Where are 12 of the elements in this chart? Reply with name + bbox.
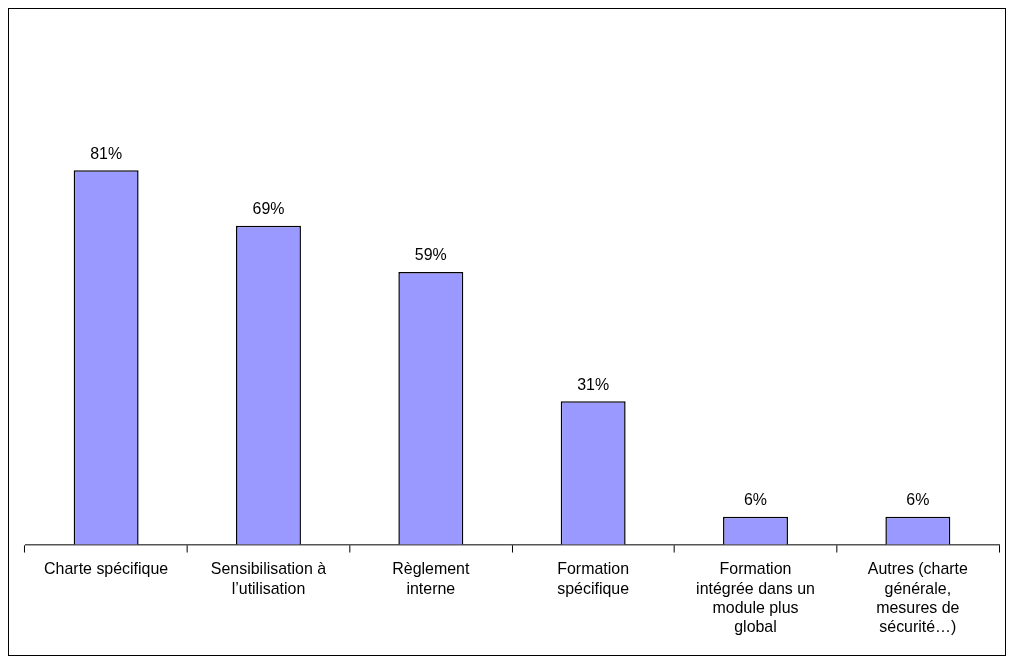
- x-tick-label: Sensibilisation à l’utilisation: [210, 560, 327, 597]
- x-tick-label: Autres (charte générale, mesures de sécurité…): [867, 560, 969, 635]
- x-tick-label: Formation intégrée dans un module plus global: [696, 560, 815, 635]
- data-label: 69%: [252, 200, 285, 218]
- data-label: 6%: [743, 491, 768, 509]
- data-label: 59%: [414, 246, 447, 264]
- x-tick-label: Règlement interne: [392, 560, 470, 597]
- data-label: 6%: [906, 491, 930, 509]
- data-label: 81%: [90, 144, 123, 162]
- data-label: 31%: [577, 375, 610, 393]
- x-tick-label: Formation spécifique: [557, 560, 630, 597]
- x-tick-label: Charte spécifique: [44, 560, 169, 578]
